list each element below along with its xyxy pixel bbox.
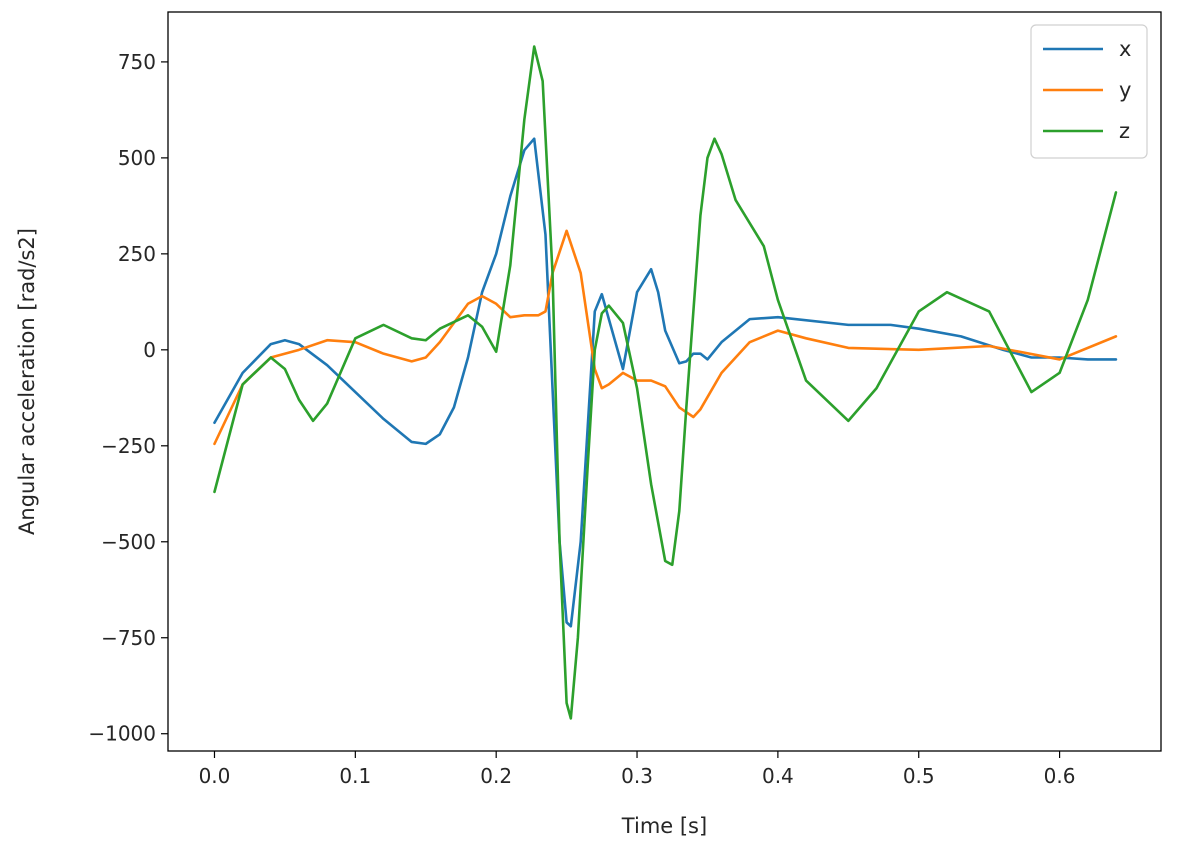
x-tick-label: 0.1 (339, 764, 371, 788)
y-tick-label: −250 (101, 434, 156, 458)
x-tick-label: 0.0 (199, 764, 231, 788)
y-tick-label: −500 (101, 530, 156, 554)
y-axis: 750 500 250 0 −250 −500 −750 −1000 (88, 50, 168, 746)
y-tick-label: 250 (118, 242, 156, 266)
x-axis-label: Time [s] (621, 814, 707, 838)
series-line-z (213, 45, 1118, 720)
plot-area (167, 11, 1162, 752)
y-axis-label: Angular acceleration [rad/s2] (15, 228, 39, 535)
y-tick-label: 0 (143, 338, 156, 362)
legend-box (1030, 24, 1148, 159)
legend: xyz (1030, 24, 1148, 159)
x-tick-label: 0.4 (762, 764, 794, 788)
legend-label-x: x (1119, 37, 1131, 61)
y-tick-label: 750 (118, 50, 156, 74)
x-tick-label: 0.2 (480, 764, 512, 788)
x-tick-label: 0.3 (621, 764, 653, 788)
series-line-x (213, 137, 1118, 628)
y-tick-label: −750 (101, 626, 156, 650)
x-tick-label: 0.6 (1044, 764, 1076, 788)
y-tick-label: −1000 (88, 722, 156, 746)
plot-frame (167, 11, 1162, 752)
legend-label-z: z (1119, 119, 1130, 143)
legend-label-y: y (1119, 78, 1131, 102)
series-line-y (213, 229, 1118, 446)
y-tick-label: 500 (118, 146, 156, 170)
x-axis: 0.0 0.1 0.2 0.3 0.4 0.5 0.6 (199, 751, 1076, 788)
x-tick-label: 0.5 (903, 764, 935, 788)
